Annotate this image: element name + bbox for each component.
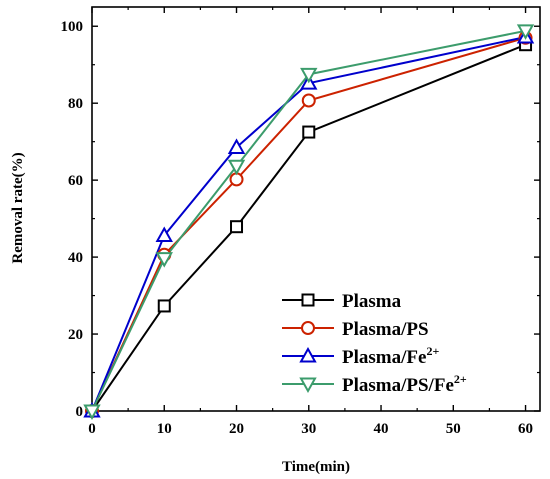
data-point [302,125,316,139]
legend-item: Plasma/Fe2+ [282,344,439,368]
data-point [155,252,173,268]
x-tick-label: 20 [229,421,244,437]
y-tick-label: 100 [61,19,84,35]
legend-label: Plasma/PS [342,319,429,340]
series-layer [83,24,535,421]
data-point [230,220,244,234]
y-tick-label: 0 [76,404,84,420]
tick-labels: 0 10 20 30 40 50 60 0 20 40 60 80 100 [61,19,534,437]
legend-label-superscript: 2+ [426,344,439,358]
legend-label-main: Plasma [342,291,402,312]
y-axis-title: Removal rate(%) [10,152,26,263]
data-point [301,293,315,307]
x-tick-label: 0 [88,421,96,437]
legend-label-main: Plasma/Fe [342,347,426,368]
legend-label-main: Plasma/PS [342,319,429,340]
y-tick-label: 60 [68,173,83,189]
legend-item: Plasma/PS/Fe2+ [282,372,467,396]
x-tick-label: 50 [446,421,461,437]
data-point [301,93,316,108]
data-point [227,138,246,154]
legend-item: Plasma/PS [282,319,429,340]
y-tick-label: 80 [68,96,83,112]
data-point [299,377,317,394]
legend-label-main: Plasma/PS/Fe [342,375,454,396]
data-point [227,159,246,176]
data-point [516,24,535,40]
data-point [155,226,173,243]
data-point [83,404,101,421]
legend-item: Plasma [282,291,402,312]
x-tick-label: 60 [518,421,533,437]
axes [91,6,541,412]
data-point [157,299,171,313]
y-tick-label: 40 [68,250,83,266]
legend-label-superscript: 2+ [454,372,467,386]
legend-label: Plasma [342,291,402,312]
legend-label: Plasma/PS/Fe2+ [342,372,467,396]
data-point [301,321,315,335]
x-tick-label: 10 [157,421,172,437]
x-tick-label: 40 [374,421,389,437]
legend-label: Plasma/Fe2+ [342,344,439,368]
data-point [299,346,317,363]
series-markers-4 [83,24,535,421]
y-tick-label: 20 [68,327,83,343]
plot-frame [91,6,541,412]
data-point [300,67,318,84]
x-tick-label: 30 [301,421,316,437]
x-axis-title: Time(min) [282,459,350,475]
